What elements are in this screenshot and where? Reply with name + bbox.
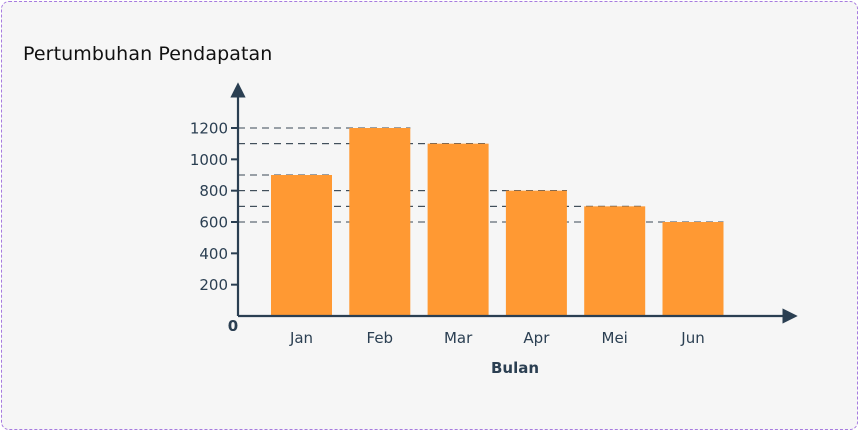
x-tick-label-jan: Jan — [289, 329, 313, 347]
axes — [230, 82, 798, 324]
x-tick-label-apr: Apr — [523, 329, 550, 347]
bars — [271, 128, 724, 316]
y-tick-label-1000: 1000 — [190, 151, 228, 169]
bar-apr — [505, 190, 567, 316]
x-tick-label-mar: Mar — [444, 329, 473, 347]
x-tick-label-feb: Feb — [367, 329, 394, 347]
y-tick-label-200: 200 — [199, 276, 228, 294]
y-tick-label-1200: 1200 — [190, 120, 228, 138]
x-axis-title: Bulan — [491, 359, 539, 377]
chart-title: Pertumbuhan Pendapatan — [23, 43, 273, 65]
origin-label: 0 — [228, 317, 238, 335]
bar-jan — [271, 175, 332, 316]
bar-feb — [349, 128, 411, 316]
y-tick-label-600: 600 — [199, 214, 228, 232]
bar-jun — [662, 222, 724, 316]
y-tick-label-400: 400 — [199, 245, 228, 263]
bar-mar — [427, 143, 489, 316]
y-tick-labels: 200 400 600 800 1000 1200 — [190, 120, 228, 295]
x-tick-label-mei: Mei — [602, 329, 628, 347]
x-tick-labels: Jan Feb Mar Apr Mei Jun — [289, 329, 705, 347]
y-tick-label-800: 800 — [199, 182, 228, 200]
bar-mei — [584, 206, 646, 316]
x-tick-label-jun: Jun — [680, 329, 704, 347]
